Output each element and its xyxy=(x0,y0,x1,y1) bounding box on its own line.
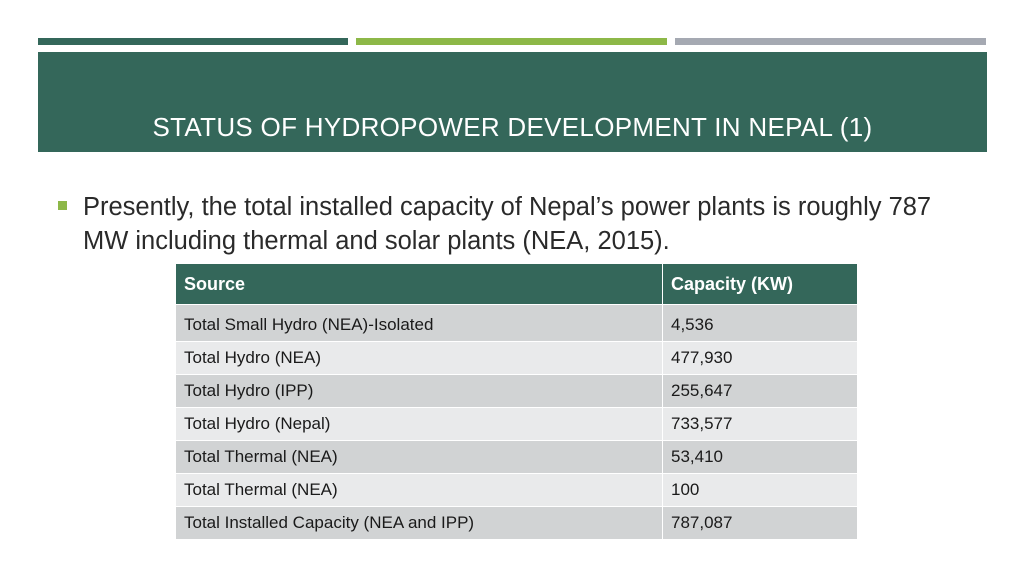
cell-capacity: 787,087 xyxy=(662,506,858,540)
header-source: Source xyxy=(175,263,663,305)
table-row: Total Hydro (NEA) 477,930 xyxy=(175,341,858,375)
slide-title: STATUS OF HYDROPOWER DEVELOPMENT IN NEPA… xyxy=(152,112,873,142)
table-header-row: Source Capacity (KW) xyxy=(175,263,858,305)
capacity-table: Source Capacity (KW) Total Small Hydro (… xyxy=(175,263,858,540)
cell-capacity: 4,536 xyxy=(662,304,858,342)
header-capacity: Capacity (KW) xyxy=(662,263,858,305)
cell-source: Total Hydro (IPP) xyxy=(175,374,663,408)
title-band: STATUS OF HYDROPOWER DEVELOPMENT IN NEPA… xyxy=(38,52,987,152)
cell-source: Total Hydro (NEA) xyxy=(175,341,663,375)
cell-capacity: 100 xyxy=(662,473,858,507)
accent-stripe-gray xyxy=(675,38,986,45)
cell-source: Total Small Hydro (NEA)-Isolated xyxy=(175,304,663,342)
table-row: Total Thermal (NEA) 100 xyxy=(175,473,858,507)
cell-capacity: 477,930 xyxy=(662,341,858,375)
table-row: Total Thermal (NEA) 53,410 xyxy=(175,440,858,474)
cell-source: Total Installed Capacity (NEA and IPP) xyxy=(175,506,663,540)
accent-stripe-green xyxy=(38,38,348,45)
cell-capacity: 53,410 xyxy=(662,440,858,474)
cell-capacity: 733,577 xyxy=(662,407,858,441)
table-row: Total Hydro (IPP) 255,647 xyxy=(175,374,858,408)
table-row: Total Installed Capacity (NEA and IPP) 7… xyxy=(175,506,858,540)
cell-source: Total Hydro (Nepal) xyxy=(175,407,663,441)
bullet-text: Presently, the total installed capacity … xyxy=(83,193,932,255)
accent-stripe-lime xyxy=(356,38,667,45)
cell-capacity: 255,647 xyxy=(662,374,858,408)
cell-source: Total Thermal (NEA) xyxy=(175,440,663,474)
cell-source: Total Thermal (NEA) xyxy=(175,473,663,507)
table-row: Total Hydro (Nepal) 733,577 xyxy=(175,407,858,441)
square-bullet-icon xyxy=(58,201,67,210)
table-row: Total Small Hydro (NEA)-Isolated 4,536 xyxy=(175,304,858,342)
